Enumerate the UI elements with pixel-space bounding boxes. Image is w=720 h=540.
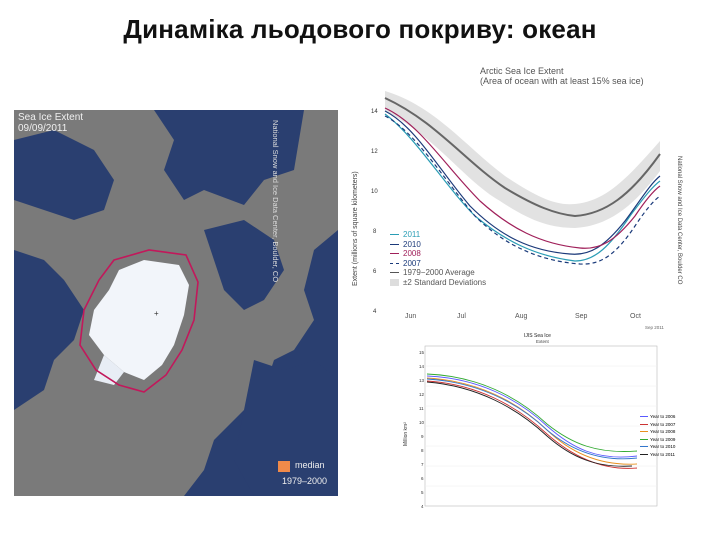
map-credit-text: National Snow and Ice Data Center, Bould… [271,120,280,283]
ijis-extent-chart: 15 14 13 12 11 10 9 8 7 6 5 4 Million km² [397,326,680,524]
svg-text:Million km²: Million km² [403,422,409,446]
svg-text:Jun: Jun [405,313,416,320]
series-2007 [384,115,661,265]
series-2010 [384,110,661,255]
median-years: 1979–2000 [282,476,328,486]
arctic-chart-title-line2: (Area of ocean with at least 15% sea ice… [480,76,644,86]
svg-text:10: 10 [371,189,378,195]
legend-item-2011b: Year to 2011 [640,451,675,459]
svg-text:6: 6 [421,476,424,481]
map-caption: Sea Ice Extent 09/09/2011 [18,112,83,134]
svg-text:13: 13 [419,378,425,383]
map-credit: National Snow and Ice Data Center, Bould… [268,110,282,390]
svg-text:10: 10 [419,420,425,425]
legend-item-2006: Year to 2006 [640,413,675,421]
map-caption-title: Sea Ice Extent [18,112,84,123]
series-1979-2000-average [384,97,661,218]
svg-text:15: 15 [419,350,425,355]
svg-text:Jul: Jul [457,313,466,320]
svg-text:Aug: Aug [515,313,528,320]
ijis-extent-graphic: 15 14 13 12 11 10 9 8 7 6 5 4 Million km² [403,345,658,509]
median-label: median [295,460,325,470]
arctic-map-graphic: + [14,110,338,496]
svg-text:14: 14 [419,364,425,369]
series-year-to-2007 [426,380,638,469]
svg-text:National Snow and Ice Data Cen: National Snow and Ice Data Center, Bould… [676,156,682,285]
svg-text:Extent (millions of square kil: Extent (millions of square kilometers) [352,171,359,286]
legend-item-2008b: Year to 2008 [640,428,675,436]
ijis-chart-note: Sep 2011 [645,325,664,330]
legend-item-average: 1979−2000 Average [390,268,486,278]
svg-text:11: 11 [419,406,424,411]
sea-ice-map: + Sea Ice Extent 09/09/2011 National Sno… [14,110,338,496]
arctic-chart-title: Arctic Sea Ice Extent (Area of ocean wit… [480,66,644,86]
median-swatch [278,461,290,472]
svg-text:8: 8 [421,448,424,453]
arctic-chart-legend: 2011 2010 2008 2007 1979−2000 Average ±2… [390,230,486,287]
legend-item-2007b: Year to 2007 [640,421,675,429]
svg-text:7: 7 [421,462,424,467]
legend-item-2008: 2008 [390,249,486,259]
series-2011 [384,113,661,262]
legend-item-2007: 2007 [390,259,486,269]
svg-text:6: 6 [373,269,377,275]
svg-text:8: 8 [373,229,377,235]
svg-text:4: 4 [421,504,424,509]
svg-text:12: 12 [419,392,425,397]
series-year-to-2006 [426,375,638,458]
legend-item-2010: 2010 [390,240,486,250]
svg-text:9: 9 [421,434,424,439]
series-2008 [384,107,661,249]
page-title: Динаміка льодового покриву: океан [123,14,597,44]
ijis-chart-legend: Year to 2006 Year to 2007 Year to 2008 Y… [640,413,675,458]
legend-item-2010b: Year to 2010 [640,443,675,451]
svg-text:+: + [154,309,159,318]
svg-text:Oct: Oct [630,313,641,320]
svg-text:5: 5 [421,490,424,495]
ijis-chart-subtitle: Extent [536,339,549,344]
map-caption-date: 09/09/2011 [18,123,68,134]
svg-text:14: 14 [371,109,378,115]
legend-item-2011: 2011 [390,230,486,240]
legend-item-2009b: Year to 2009 [640,436,675,444]
ijis-y-ticks: 15 14 13 12 11 10 9 8 7 6 5 4 [419,350,425,509]
arctic-extent-graphic: 14 12 10 8 6 4 Jun Jul Aug Sep Oct Extent (mill… [352,91,682,320]
svg-text:Sep: Sep [575,313,588,320]
ijis-chart-title: IJIS Sea Ice [524,333,551,339]
series-year-to-2010 [426,378,638,460]
series-year-to-2011 [426,381,633,467]
svg-text:12: 12 [371,149,378,155]
series-year-to-2009 [426,373,638,452]
legend-item-std-dev: ±2 Standard Deviations [390,278,486,288]
svg-text:4: 4 [373,309,377,315]
arctic-extent-chart: 14 12 10 8 6 4 Jun Jul Aug Sep Oct Extent (mill… [345,56,688,324]
arctic-chart-title-line1: Arctic Sea Ice Extent [480,66,564,76]
